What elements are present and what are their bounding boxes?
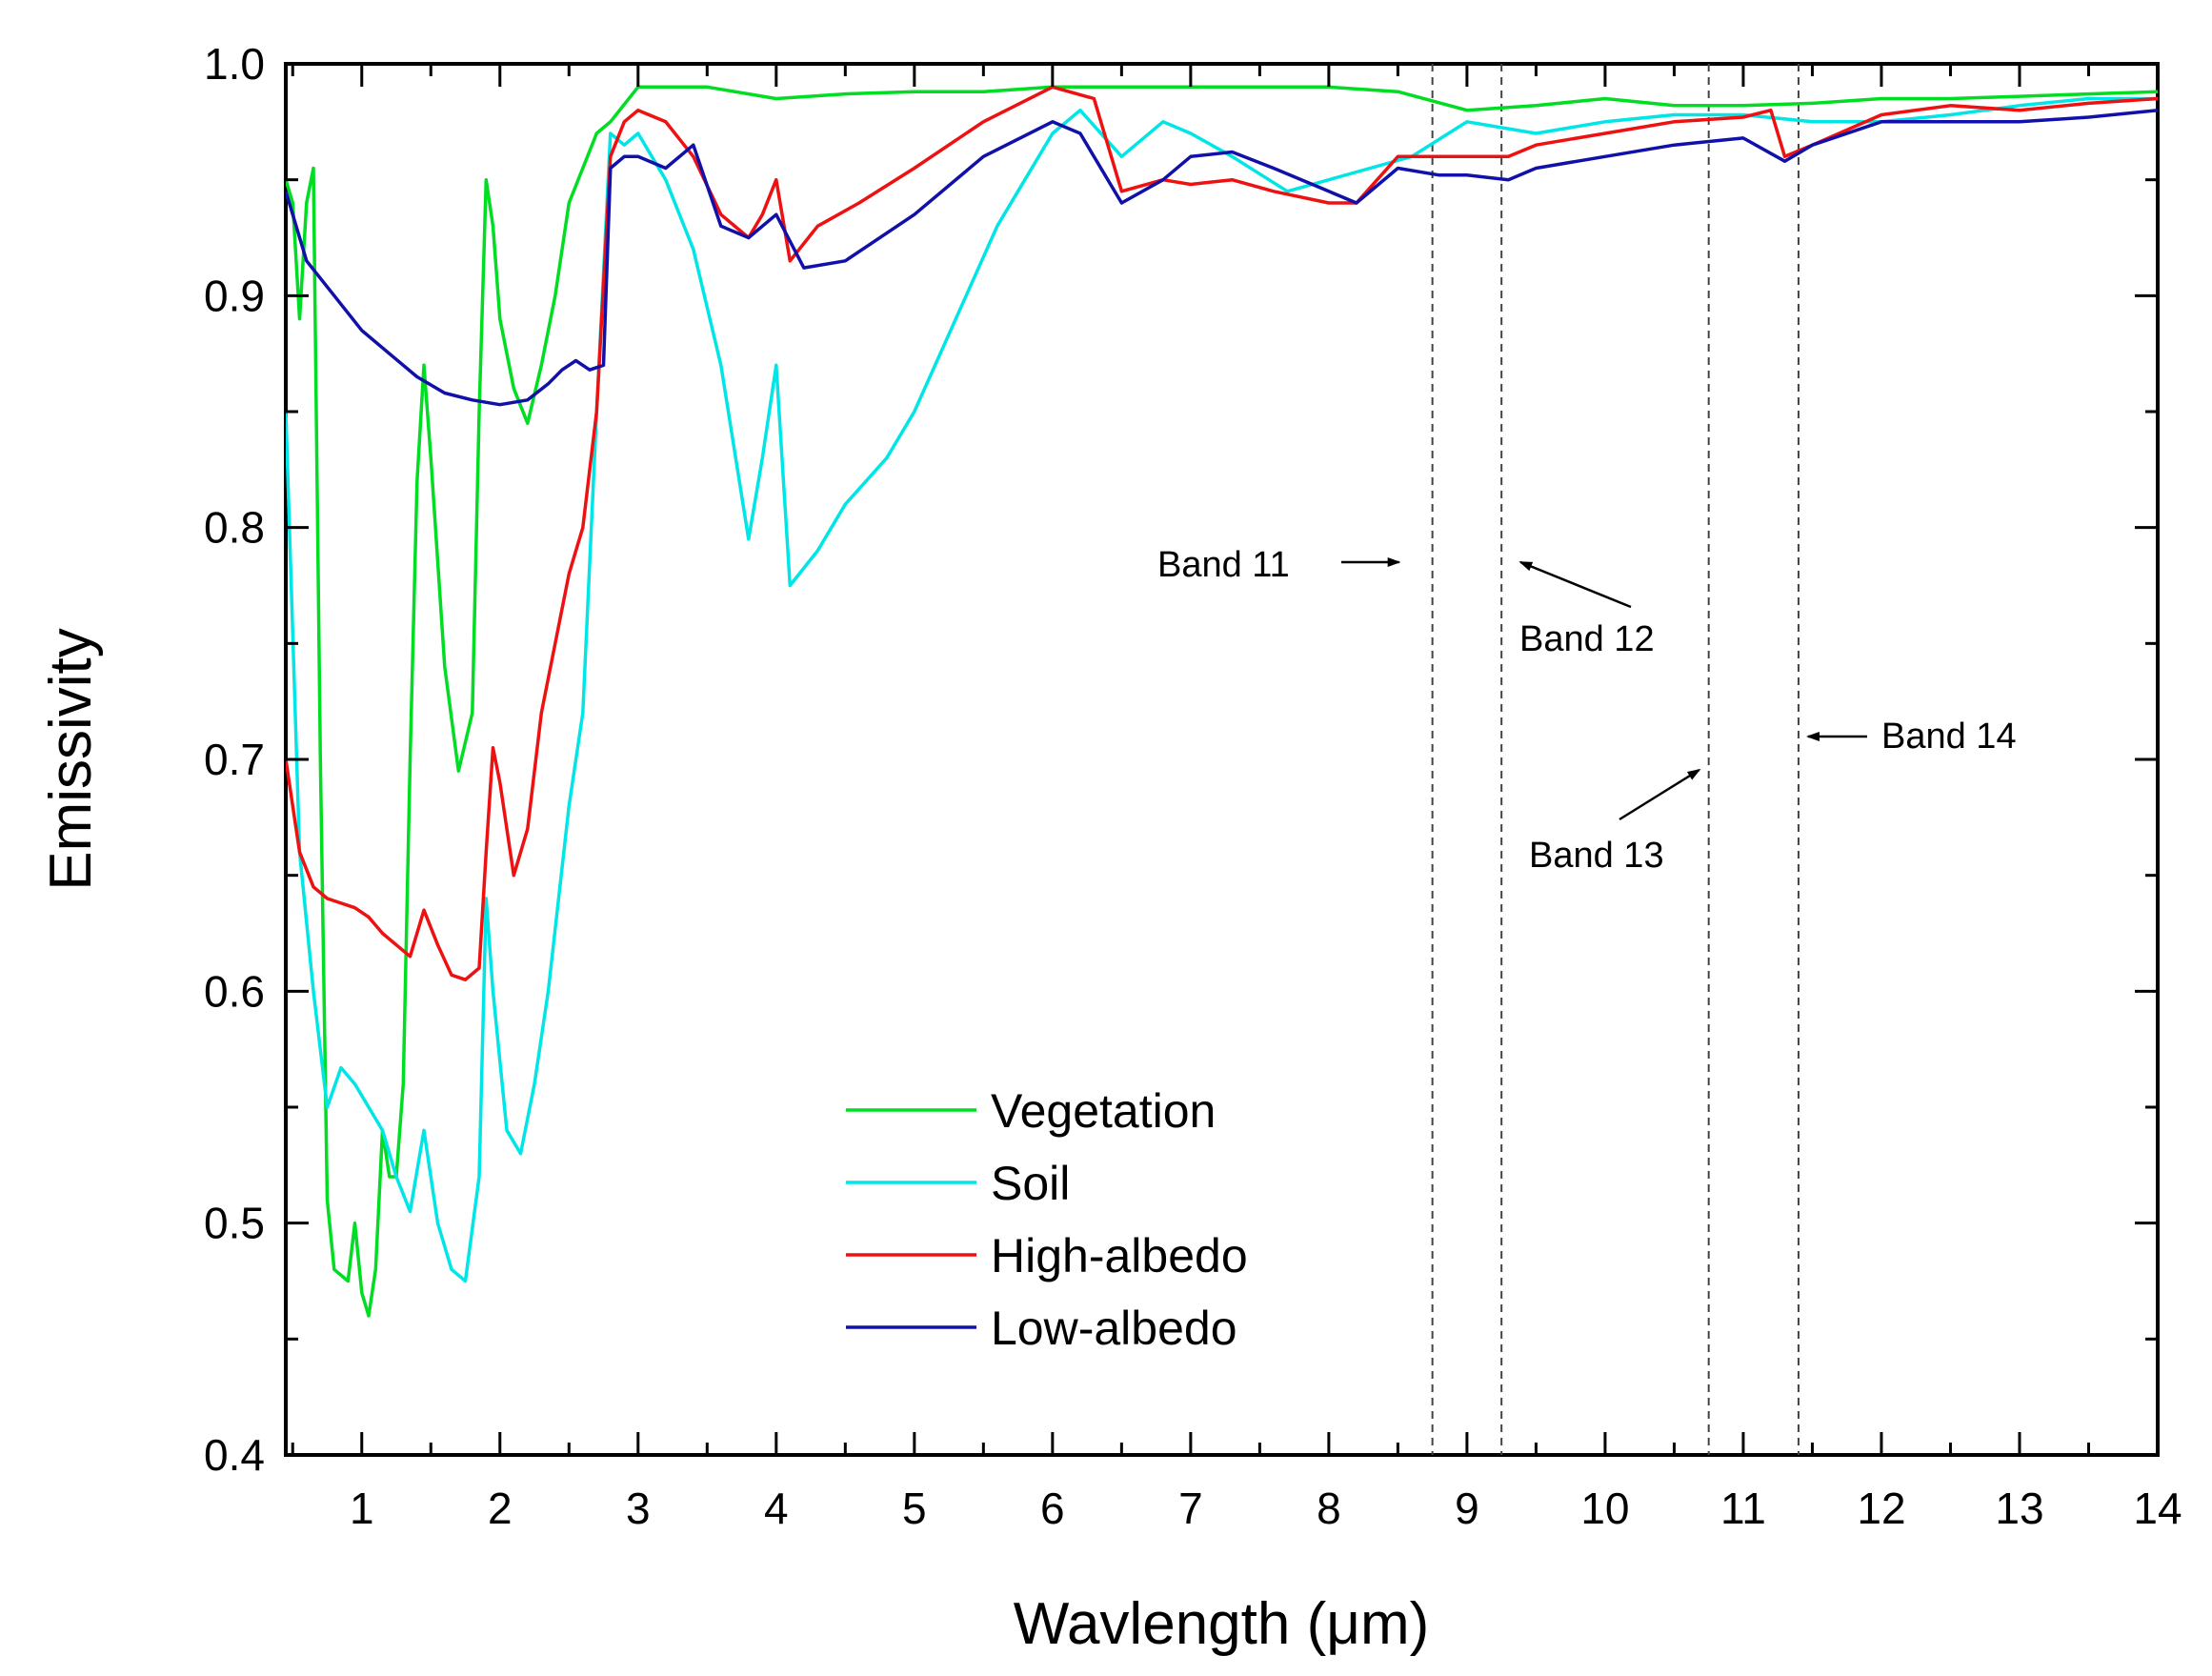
y-tick-label: 0.7 bbox=[204, 735, 265, 784]
x-tick-label: 2 bbox=[488, 1484, 513, 1533]
band-13-arrow bbox=[1619, 768, 1701, 821]
series-line-vegetation bbox=[286, 85, 2158, 1318]
legend-label-low-albedo: Low-albedo bbox=[991, 1302, 1237, 1355]
legend-label-soil: Soil bbox=[991, 1157, 1070, 1210]
x-tick-label: 6 bbox=[1040, 1484, 1065, 1533]
x-tick-label: 3 bbox=[626, 1484, 651, 1533]
band-12-arrow bbox=[1518, 560, 1632, 609]
x-tick-label: 4 bbox=[764, 1484, 789, 1533]
legend-label-vegetation: Vegetation bbox=[991, 1084, 1216, 1138]
series-line-high-albedo bbox=[286, 85, 2158, 981]
series-line-low-albedo bbox=[286, 108, 2158, 407]
band-lines bbox=[1431, 64, 1800, 1455]
band-11-label: Band 11 bbox=[1157, 545, 1290, 585]
band-annotations: Band 11 Band 12 Band 13 Band 14 bbox=[1157, 545, 2017, 876]
axis-ticks bbox=[286, 62, 2160, 1457]
band-12-label: Band 12 bbox=[1519, 619, 1655, 659]
y-tick-label: 1.0 bbox=[204, 39, 265, 89]
x-tick-label: 5 bbox=[902, 1484, 927, 1533]
y-tick-label: 0.9 bbox=[204, 271, 265, 320]
x-tick-label: 8 bbox=[1317, 1484, 1341, 1533]
y-tick-label: 0.8 bbox=[204, 503, 265, 553]
x-tick-label: 12 bbox=[1857, 1484, 1905, 1533]
band-14-label: Band 14 bbox=[1881, 717, 2017, 757]
series-lines bbox=[286, 85, 2158, 1318]
x-tick-label: 13 bbox=[1995, 1484, 2043, 1533]
x-tick-label: 7 bbox=[1178, 1484, 1203, 1533]
x-tick-label: 11 bbox=[1720, 1484, 1766, 1533]
legend: Vegetation Soil High-albedo Low-albedo bbox=[846, 1084, 1248, 1355]
x-tick-label: 10 bbox=[1580, 1484, 1629, 1533]
axis-tick-labels: 1 2 3 4 5 6 7 8 9 10 11 12 13 140.40.50.60.70.80.91.0 bbox=[204, 39, 2182, 1533]
y-tick-label: 0.4 bbox=[204, 1430, 265, 1480]
legend-label-high-albedo: High-albedo bbox=[991, 1229, 1248, 1282]
series-line-soil bbox=[286, 96, 2158, 1283]
band-13-label: Band 13 bbox=[1529, 836, 1664, 876]
y-tick-label: 0.5 bbox=[204, 1199, 265, 1248]
x-tick-label: 14 bbox=[2133, 1484, 2182, 1533]
x-tick-label: 9 bbox=[1455, 1484, 1479, 1533]
y-tick-label: 0.6 bbox=[204, 966, 265, 1016]
x-axis-title: Wavlength (μm) bbox=[1014, 1591, 1430, 1657]
y-axis-title: Emissivity bbox=[38, 628, 104, 891]
x-tick-label: 1 bbox=[350, 1484, 374, 1533]
